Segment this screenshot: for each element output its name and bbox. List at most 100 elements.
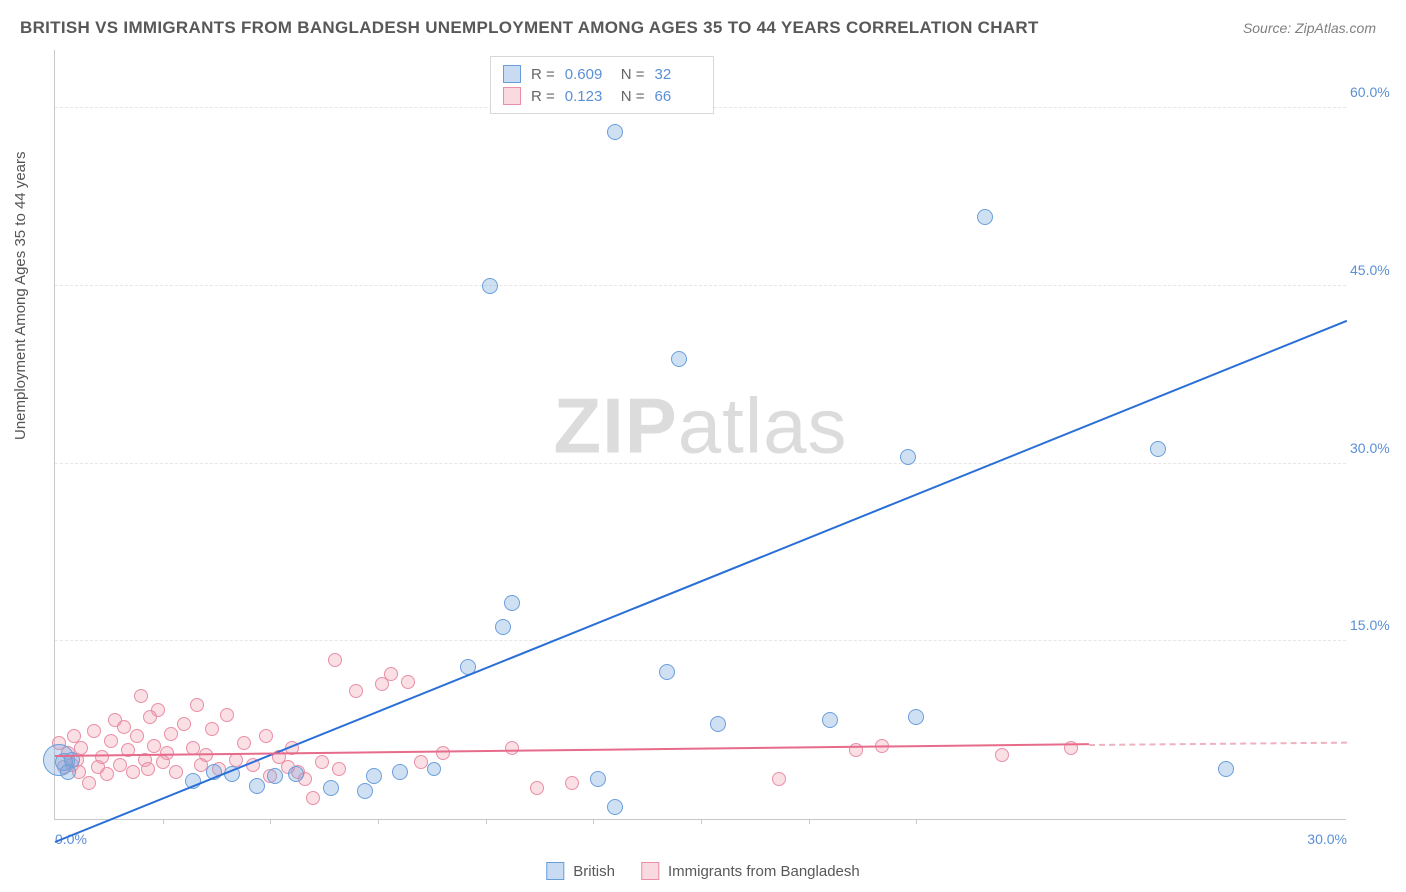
swatch-blue-icon <box>546 862 564 880</box>
data-point <box>87 724 101 738</box>
n-value: 32 <box>655 66 701 83</box>
data-point <box>900 449 916 465</box>
data-point <box>357 783 373 799</box>
data-point <box>147 739 161 753</box>
x-tick-mark <box>270 819 271 824</box>
chart-title: BRITISH VS IMMIGRANTS FROM BANGLADESH UN… <box>20 18 1039 38</box>
data-point <box>505 741 519 755</box>
plot-area: ZIPatlas 15.0%30.0%45.0%60.0%0.0%30.0% <box>54 50 1346 820</box>
data-point <box>375 677 389 691</box>
data-point <box>995 748 1009 762</box>
data-point <box>436 746 450 760</box>
x-tick-mark <box>163 819 164 824</box>
x-tick-mark <box>809 819 810 824</box>
grid-line <box>55 463 1346 464</box>
data-point <box>113 758 127 772</box>
data-point <box>306 791 320 805</box>
watermark-atlas: atlas <box>678 381 848 469</box>
legend-row-bangladesh: R = 0.123 N = 66 <box>503 85 701 107</box>
data-point <box>482 278 498 294</box>
data-point <box>607 124 623 140</box>
r-label: R = <box>531 66 555 83</box>
legend-row-british: R = 0.609 N = 32 <box>503 63 701 85</box>
data-point <box>328 653 342 667</box>
data-point <box>60 764 76 780</box>
grid-line <box>55 285 1346 286</box>
x-tick-mark <box>486 819 487 824</box>
data-point <box>908 709 924 725</box>
data-point <box>1218 761 1234 777</box>
y-tick-label: 15.0% <box>1350 617 1406 633</box>
data-point <box>267 768 283 784</box>
y-tick-label: 45.0% <box>1350 262 1406 278</box>
data-point <box>1150 441 1166 457</box>
legend-label: British <box>573 863 615 880</box>
data-point <box>414 755 428 769</box>
y-axis-label: Unemployment Among Ages 35 to 44 years <box>12 151 29 440</box>
data-point <box>659 664 675 680</box>
data-point <box>349 684 363 698</box>
source-label: Source: ZipAtlas.com <box>1243 20 1376 36</box>
legend-correlation-box: R = 0.609 N = 32 R = 0.123 N = 66 <box>490 56 714 114</box>
legend-item-british: British <box>546 862 615 880</box>
data-point <box>366 768 382 784</box>
data-point <box>607 799 623 815</box>
r-value: 0.123 <box>565 88 611 105</box>
data-point <box>130 729 144 743</box>
n-label: N = <box>621 66 645 83</box>
legend-label: Immigrants from Bangladesh <box>668 863 860 880</box>
data-point <box>772 772 786 786</box>
watermark: ZIPatlas <box>553 380 847 471</box>
swatch-blue-icon <box>503 65 521 83</box>
data-point <box>177 717 191 731</box>
x-tick-label: 30.0% <box>1307 831 1347 847</box>
y-tick-label: 30.0% <box>1350 440 1406 456</box>
data-point <box>315 755 329 769</box>
data-point <box>530 781 544 795</box>
swatch-pink-icon <box>641 862 659 880</box>
legend-series: British Immigrants from Bangladesh <box>546 862 859 880</box>
data-point <box>504 595 520 611</box>
r-value: 0.609 <box>565 66 611 83</box>
data-point <box>169 765 183 779</box>
data-point <box>977 209 993 225</box>
data-point <box>237 736 251 750</box>
data-point <box>822 712 838 728</box>
data-point <box>332 762 346 776</box>
data-point <box>323 780 339 796</box>
data-point <box>392 764 408 780</box>
x-tick-mark <box>378 819 379 824</box>
data-point <box>288 766 304 782</box>
regression-line <box>55 320 1348 843</box>
data-point <box>117 720 131 734</box>
data-point <box>249 778 265 794</box>
data-point <box>205 722 219 736</box>
data-point <box>164 727 178 741</box>
data-point <box>495 619 511 635</box>
data-point <box>151 703 165 717</box>
n-value: 66 <box>655 88 701 105</box>
data-point <box>134 689 148 703</box>
data-point <box>259 729 273 743</box>
regression-line <box>1089 741 1347 745</box>
data-point <box>82 776 96 790</box>
x-tick-mark <box>593 819 594 824</box>
x-tick-mark <box>916 819 917 824</box>
data-point <box>401 675 415 689</box>
data-point <box>565 776 579 790</box>
x-tick-mark <box>701 819 702 824</box>
watermark-zip: ZIP <box>553 381 677 469</box>
data-point <box>427 762 441 776</box>
grid-line <box>55 640 1346 641</box>
legend-item-bangladesh: Immigrants from Bangladesh <box>641 862 860 880</box>
data-point <box>100 767 114 781</box>
r-label: R = <box>531 88 555 105</box>
data-point <box>220 708 234 722</box>
data-point <box>141 762 155 776</box>
data-point <box>104 734 118 748</box>
data-point <box>710 716 726 732</box>
n-label: N = <box>621 88 645 105</box>
y-tick-label: 60.0% <box>1350 84 1406 100</box>
swatch-pink-icon <box>503 87 521 105</box>
data-point <box>590 771 606 787</box>
